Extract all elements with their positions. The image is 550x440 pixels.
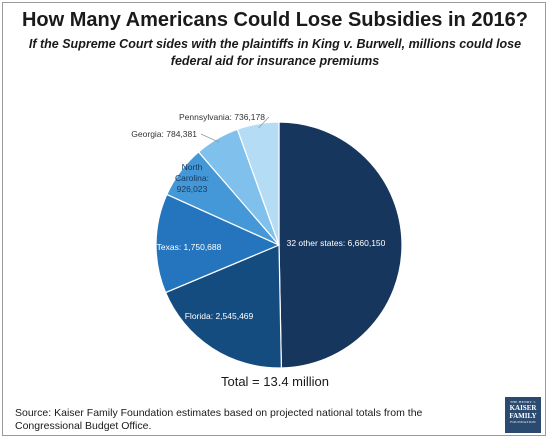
chart-frame: How Many Americans Could Lose Subsidies … — [2, 2, 546, 436]
slice-label: Georgia: 784,381 — [131, 129, 197, 139]
source-note: Source: Kaiser Family Foundation estimat… — [15, 407, 423, 432]
logo-line-1: KAISER — [509, 404, 537, 412]
slice-label: 32 other states: 6,660,150 — [287, 238, 386, 248]
slice-label: North Carolina: 926,023 — [175, 162, 209, 194]
logo-bottom-text: FOUNDATION — [510, 420, 536, 424]
pie-slice — [155, 193, 281, 294]
logo-top-text: THE HENRY J. — [509, 400, 537, 404]
slice-label: Florida: 2,545,469 — [185, 311, 254, 321]
chart-subtitle: If the Supreme Court sides with the plai… — [28, 37, 522, 68]
slice-label: Texas: 1,750,688 — [157, 242, 222, 252]
slice-label: Pennsylvania: 736,178 — [179, 112, 265, 122]
chart-title: How Many Americans Could Lose Subsidies … — [21, 9, 529, 31]
label-leader-line — [200, 133, 220, 143]
kff-logo: THE HENRY J. KAISER FAMILY FOUNDATION — [505, 397, 541, 433]
total-label: Total = 13.4 million — [220, 374, 330, 389]
pie-slice — [236, 121, 280, 246]
pie-slice — [278, 121, 403, 369]
pie-chart: 32 other states: 6,660,150 Florida: 2,545… — [131, 112, 403, 369]
label-leader-line — [258, 116, 270, 129]
pie-slice — [164, 244, 282, 369]
logo-line-2: FAMILY — [509, 412, 537, 420]
